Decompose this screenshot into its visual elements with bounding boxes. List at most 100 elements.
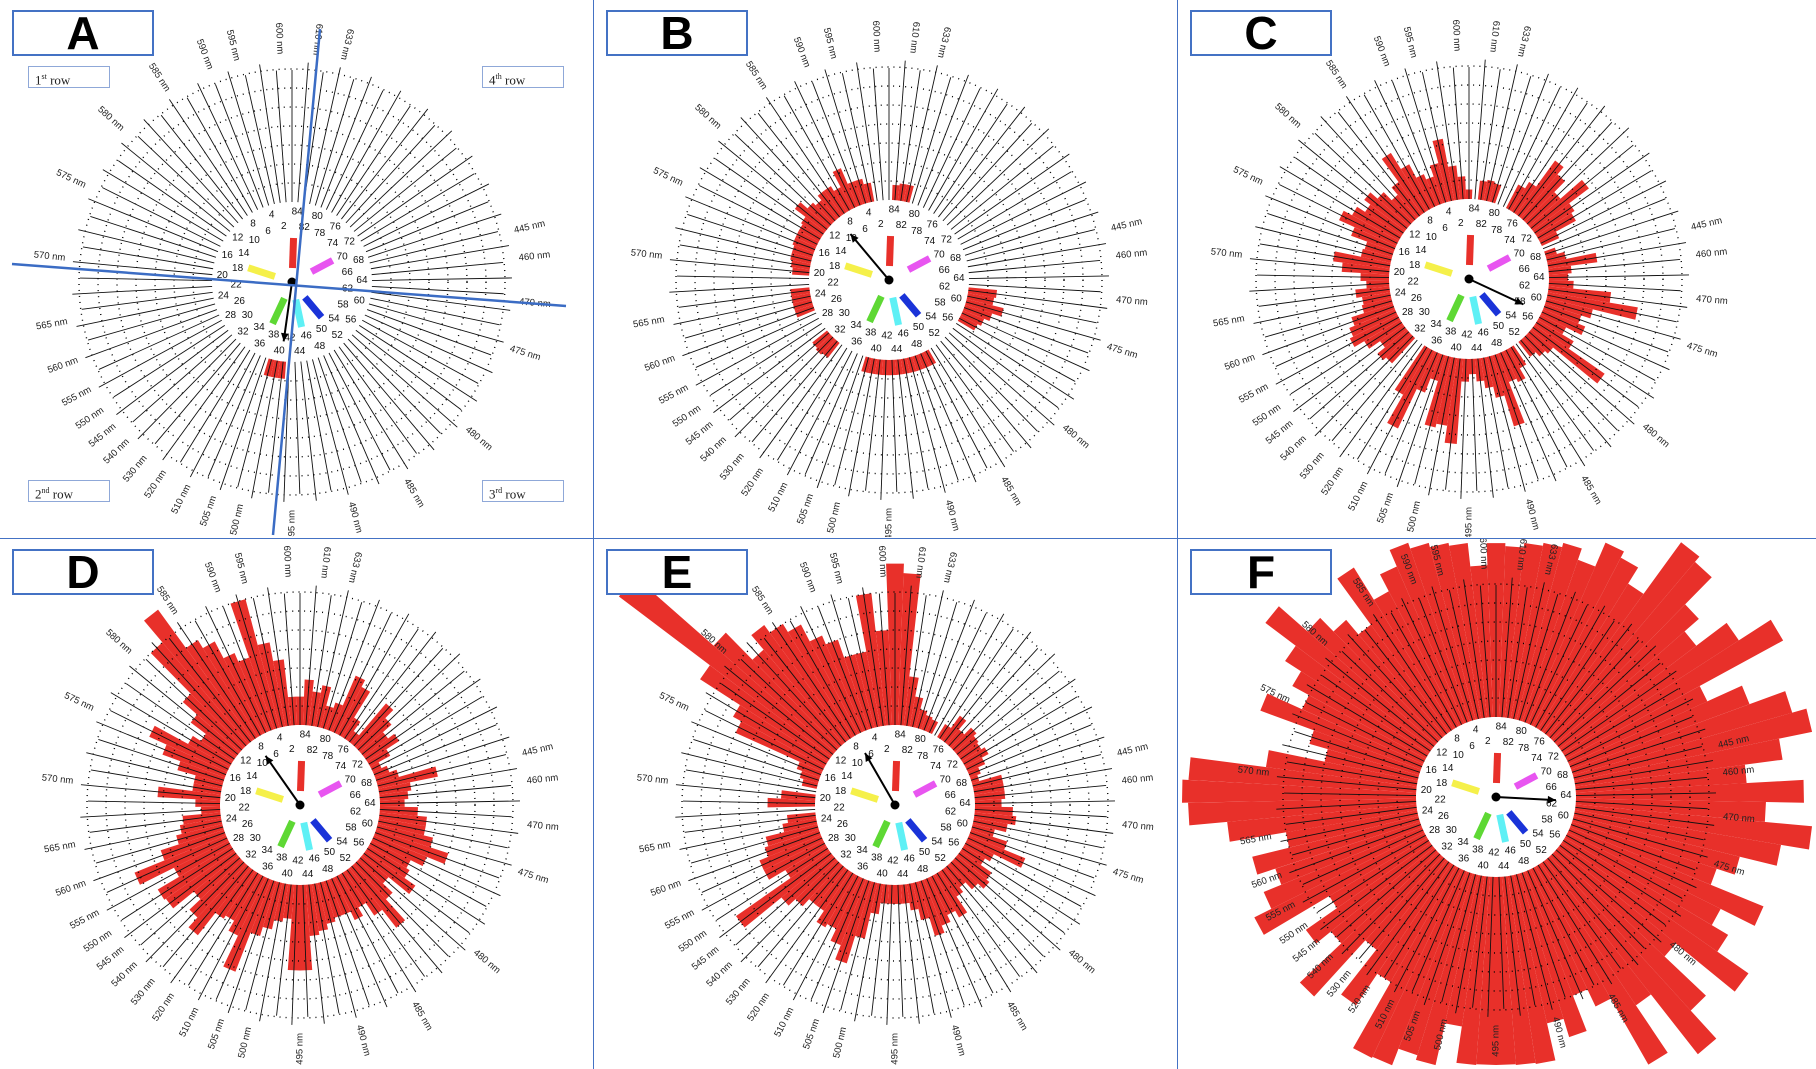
error-bar-cap-39 bbox=[1424, 355, 1452, 428]
error-bar-cap-48 bbox=[923, 877, 951, 926]
ring-7 bbox=[86, 591, 514, 1019]
row-label-3rd: 3rd row bbox=[482, 480, 564, 502]
spoke-cap-27 bbox=[701, 837, 823, 893]
center-hue-bars bbox=[255, 760, 343, 851]
error-bar-cap-6 bbox=[832, 168, 858, 210]
cap-label: 64 bbox=[953, 273, 965, 284]
spoke-cap-71 bbox=[957, 171, 1072, 240]
spoke-cap-4 bbox=[227, 71, 270, 206]
vertical-quadrant-line bbox=[271, 28, 322, 536]
spoke-cap-29 bbox=[1317, 839, 1430, 913]
wavelength-label: 560 nm bbox=[54, 878, 88, 899]
spoke-cap-3 bbox=[252, 598, 283, 728]
spoke-cap-67 bbox=[369, 231, 499, 264]
center-dot bbox=[1464, 274, 1474, 284]
confusion-axis-arrow bbox=[1468, 278, 1524, 306]
wavelength-label: 595 nm bbox=[232, 552, 250, 585]
row-suffix: nd bbox=[41, 486, 50, 495]
spoke-cap-67 bbox=[377, 754, 507, 787]
cap-label: 54 bbox=[1506, 310, 1518, 321]
spoke-cap-55 bbox=[1559, 844, 1666, 926]
error-bar-cap-4 bbox=[1429, 163, 1449, 204]
cap-label: 18 bbox=[835, 786, 847, 797]
dotted-rings bbox=[681, 591, 1109, 1019]
spoke-cap-4 bbox=[235, 594, 278, 729]
wavelength-label: 505 nm bbox=[206, 1017, 227, 1051]
cap-label: 40 bbox=[1451, 342, 1463, 353]
error-bar-cap-24 bbox=[782, 818, 818, 833]
arrow-head-icon bbox=[865, 753, 873, 763]
spoke-cap-23 bbox=[81, 291, 213, 310]
spoke-cap-16 bbox=[691, 721, 822, 776]
spoke-cap-73 bbox=[353, 147, 457, 232]
wavelength-label: 600 nm bbox=[1477, 539, 1490, 570]
cap-label: 38 bbox=[871, 852, 883, 863]
spoke-cap-49 bbox=[336, 875, 399, 994]
yellow-hue-bar bbox=[1424, 261, 1453, 277]
spoke-cap-26 bbox=[85, 309, 218, 359]
blue-hue-bar bbox=[302, 295, 325, 320]
spoke-cap-40 bbox=[848, 358, 875, 497]
error-bar-cap-25 bbox=[176, 824, 224, 845]
cap-label: 12 bbox=[829, 230, 841, 241]
spoke-cap-82 bbox=[309, 67, 341, 205]
ring-3 bbox=[154, 144, 430, 420]
cap-label: 50 bbox=[919, 847, 931, 858]
row-number: 4 bbox=[489, 72, 496, 88]
spoke-cap-18 bbox=[86, 752, 223, 787]
wavelength-label: 540 nm bbox=[101, 436, 131, 466]
cap-label: 44 bbox=[302, 869, 314, 880]
spoke-cap-48 bbox=[1527, 870, 1584, 1000]
spoke-cap-29 bbox=[1290, 321, 1403, 395]
confusion-axis-arrow bbox=[282, 281, 293, 342]
spoke-cap-25 bbox=[87, 303, 216, 341]
spoke-cap-76 bbox=[944, 631, 1032, 743]
error-bar-cap-23 bbox=[1355, 286, 1391, 298]
spoke-cap-39 bbox=[245, 882, 280, 1011]
spoke-cap-68 bbox=[375, 736, 510, 781]
ring-2 bbox=[173, 163, 411, 401]
spoke-cap-64 bbox=[1575, 792, 1716, 796]
wavelength-label: 633 nm bbox=[346, 551, 364, 584]
error-bar-cap-20 bbox=[1188, 757, 1417, 793]
spoke-cap-21 bbox=[88, 800, 221, 804]
spoke-cap-44 bbox=[308, 884, 325, 1024]
cyan-hue-bar bbox=[889, 296, 902, 326]
cap-label: 32 bbox=[840, 849, 852, 860]
blue-hue-bar bbox=[905, 818, 928, 843]
spoke-cap-55 bbox=[1532, 326, 1639, 408]
wavelength-label: 490 nm bbox=[354, 1024, 373, 1058]
spoke-cap-48 bbox=[926, 878, 983, 1008]
wavelength-label: 555 nm bbox=[663, 907, 696, 932]
spoke-cap-82 bbox=[1486, 64, 1518, 202]
blue-hue-bar bbox=[310, 818, 333, 843]
wavelength-label: 565 nm bbox=[1239, 831, 1272, 847]
spoke-cap-18 bbox=[681, 752, 818, 787]
spoke-cap-43 bbox=[891, 359, 898, 492]
spoke-cap-10 bbox=[1320, 116, 1416, 221]
arrow-head-icon bbox=[281, 332, 289, 342]
spoke-cap-41 bbox=[865, 359, 881, 491]
spoke-cap-19 bbox=[1286, 761, 1418, 785]
spoke-cap-51 bbox=[346, 869, 425, 977]
cap-label: 82 bbox=[896, 220, 908, 231]
spoke-cap-33 bbox=[1358, 857, 1445, 960]
spoke-cap-73 bbox=[950, 145, 1054, 230]
cap-label: 70 bbox=[337, 252, 349, 263]
cap-label: 42 bbox=[881, 330, 893, 341]
spoke-cap-44 bbox=[300, 361, 317, 501]
spoke-cap-45 bbox=[1483, 357, 1509, 488]
spoke-cap-34 bbox=[765, 869, 849, 984]
error-bar-cap-24 bbox=[179, 818, 223, 834]
spoke-cap-69 bbox=[968, 724, 1092, 776]
cap-label: 16 bbox=[222, 250, 234, 261]
wavelength-label: 540 nm bbox=[109, 959, 139, 989]
wavelength-label: 595 nm bbox=[1401, 26, 1419, 59]
wavelength-label: 555 nm bbox=[68, 907, 101, 932]
cap-label: 48 bbox=[1518, 856, 1530, 867]
error-bar-cap-27 bbox=[1349, 309, 1398, 337]
spoke-cap-83 bbox=[311, 595, 332, 726]
wavelength-label: 490 nm bbox=[346, 501, 365, 535]
